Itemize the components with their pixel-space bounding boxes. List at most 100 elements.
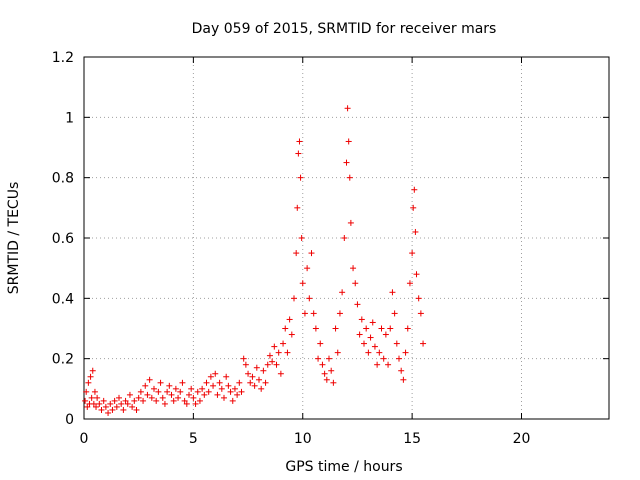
data-point (120, 406, 127, 413)
data-point (179, 379, 186, 386)
data-point (412, 228, 419, 235)
data-point (186, 391, 192, 398)
data-point (344, 105, 351, 112)
data-point (142, 382, 149, 389)
data-point (273, 361, 280, 368)
data-point (350, 265, 357, 272)
data-point (172, 385, 179, 392)
data-point (146, 376, 153, 383)
data-point (411, 186, 418, 193)
y-tick-label: 0.6 (52, 231, 74, 247)
data-point (282, 325, 289, 332)
y-axis-label: SRMTID / TECUs (6, 182, 22, 295)
data-point (89, 367, 96, 374)
data-point (330, 379, 337, 386)
data-point (296, 138, 303, 145)
x-axis-label: GPS time / hours (285, 459, 402, 475)
data-point (155, 388, 162, 395)
data-point (288, 331, 295, 338)
data-point (413, 271, 420, 278)
data-point (240, 355, 247, 362)
data-point (304, 265, 311, 272)
data-point (231, 385, 238, 392)
data-point (168, 391, 175, 398)
data-point (266, 352, 273, 359)
data-point (91, 388, 98, 395)
data-point (284, 349, 291, 356)
data-point (295, 150, 302, 157)
data-point (317, 340, 324, 347)
data-point (107, 400, 114, 407)
y-tick-label: 1.2 (52, 50, 74, 66)
data-point (400, 376, 407, 383)
data-point (205, 388, 212, 395)
data-point (396, 355, 402, 362)
data-point (269, 358, 276, 365)
data-point (175, 394, 182, 401)
data-point (199, 385, 206, 392)
data-point (358, 316, 365, 323)
data-point (190, 394, 197, 401)
data-point (402, 349, 409, 356)
data-point (170, 397, 177, 404)
data-point (369, 319, 376, 326)
data-point (336, 310, 343, 317)
data-point (323, 376, 330, 383)
data-point (82, 397, 89, 404)
data-point (84, 403, 91, 410)
data-point (404, 325, 411, 332)
data-point (271, 343, 278, 350)
data-point (310, 310, 317, 317)
data-point (157, 379, 164, 386)
data-point (286, 316, 293, 323)
data-point (308, 250, 315, 257)
data-point (378, 325, 385, 332)
data-point (334, 349, 341, 356)
data-point (361, 340, 367, 347)
data-point (319, 361, 326, 368)
chart-title: Day 059 of 2015, SRMTID for receiver mar… (192, 21, 497, 37)
data-point (111, 397, 118, 404)
data-point (221, 394, 227, 401)
data-point (367, 334, 374, 341)
x-tick-label: 20 (513, 431, 531, 447)
data-point (96, 400, 103, 407)
data-point (113, 403, 120, 410)
data-point (410, 204, 417, 211)
data-point (144, 391, 151, 398)
data-point (225, 382, 232, 389)
data-point (98, 406, 105, 413)
data-point (258, 385, 265, 392)
data-point (166, 382, 173, 389)
data-point (122, 397, 129, 404)
data-point (275, 349, 282, 356)
data-point (380, 355, 387, 362)
y-tick-label: 0.2 (52, 352, 74, 368)
data-point (164, 388, 171, 395)
data-point (293, 250, 300, 257)
data-point (374, 361, 381, 368)
data-point (148, 394, 155, 401)
data-points (82, 105, 427, 416)
data-point (315, 355, 322, 362)
data-point (129, 403, 136, 410)
data-point (161, 400, 168, 407)
x-tick-label: 15 (403, 431, 421, 447)
data-point (181, 397, 188, 404)
data-point (262, 379, 269, 386)
data-point (297, 174, 304, 181)
data-point (210, 382, 217, 389)
data-point (227, 388, 234, 395)
data-point (417, 310, 424, 317)
data-point (140, 397, 147, 404)
data-point (118, 400, 125, 407)
data-point (83, 388, 90, 395)
data-point (102, 403, 109, 410)
data-point (135, 394, 142, 401)
y-tick-label: 0.8 (52, 171, 74, 187)
data-point (192, 400, 199, 407)
data-point (137, 388, 144, 395)
data-point (298, 235, 305, 241)
data-point (332, 325, 339, 332)
data-point (365, 349, 372, 356)
